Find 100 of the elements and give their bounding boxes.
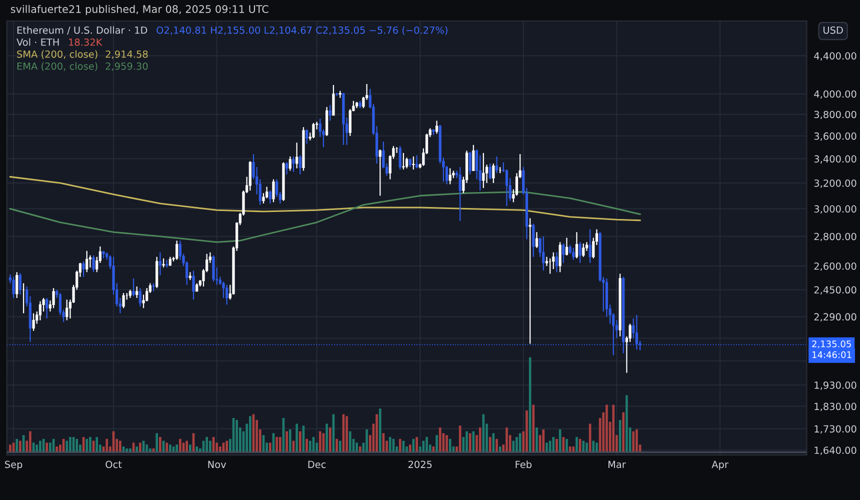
x-tick-label: Mar <box>608 460 626 468</box>
candlestick <box>192 270 195 300</box>
bar <box>39 440 42 452</box>
bar <box>318 431 322 452</box>
candlestick <box>32 312 35 332</box>
bar <box>306 438 308 452</box>
bar <box>226 440 228 452</box>
bar <box>536 427 538 452</box>
x-tick-label: Apr <box>712 460 728 470</box>
candlestick <box>328 104 332 122</box>
candlestick <box>572 247 575 260</box>
y-tick-label: 2,800.00 <box>814 232 856 242</box>
bar <box>498 446 502 452</box>
candlestick <box>635 314 638 350</box>
bar <box>66 440 68 452</box>
candlestick <box>212 254 215 282</box>
candlestick <box>46 297 48 320</box>
candlestick <box>532 223 535 258</box>
bar <box>582 440 585 452</box>
candlestick <box>482 152 485 189</box>
bar <box>526 410 528 452</box>
x-tick-label: 2025 <box>408 460 432 468</box>
x-tick-label: Dec <box>308 460 326 468</box>
candlestick <box>176 240 178 260</box>
candlestick <box>136 286 138 299</box>
bar <box>552 436 555 452</box>
candlestick <box>88 254 92 268</box>
candlestick <box>495 156 498 174</box>
candlestick <box>92 254 95 273</box>
candlestick <box>405 157 408 169</box>
bar <box>276 436 278 452</box>
annotation: 2,959.30 <box>106 62 148 71</box>
bar <box>416 436 418 452</box>
candlestick <box>38 300 42 321</box>
candlestick <box>398 146 402 170</box>
bar <box>436 435 438 452</box>
bar <box>166 442 168 452</box>
candlestick <box>162 258 165 268</box>
annotation: 18.32K <box>69 38 102 46</box>
candlestick <box>542 236 545 272</box>
x-tick-label: Oct <box>106 460 122 468</box>
ref-line-label: 2,135.05 <box>812 340 851 348</box>
candlestick <box>332 84 335 116</box>
bar <box>208 440 212 452</box>
y-tick-label: 2,290.00 <box>814 313 856 322</box>
x-tick-label: Feb <box>516 460 532 468</box>
candlestick <box>248 160 252 192</box>
candlestick <box>552 252 555 270</box>
bar <box>19 440 22 452</box>
bar <box>206 436 208 452</box>
candlestick <box>472 144 475 172</box>
bar <box>398 438 402 452</box>
bar <box>358 446 362 452</box>
bar <box>308 440 312 452</box>
bar <box>46 442 48 452</box>
bar <box>408 444 412 452</box>
bar <box>468 433 472 452</box>
bar <box>458 426 462 452</box>
bar <box>186 440 188 452</box>
bar <box>532 404 535 452</box>
candlestick <box>305 128 308 144</box>
y-tick-label: 3,800.00 <box>814 110 856 120</box>
candlestick <box>18 272 22 296</box>
candlestick <box>378 148 382 196</box>
line-series <box>9 176 641 222</box>
candlestick <box>492 162 495 184</box>
bar <box>218 446 222 452</box>
bar <box>288 429 292 452</box>
candlestick <box>578 242 582 264</box>
bar <box>576 436 578 452</box>
bar <box>286 431 288 452</box>
bar <box>592 440 595 452</box>
candlestick <box>555 252 558 273</box>
candlestick <box>468 151 472 175</box>
y-tick-label: 2,450.00 <box>814 286 856 295</box>
candlestick <box>272 178 275 203</box>
candlestick <box>535 232 538 248</box>
candlestick <box>562 243 565 264</box>
bar <box>106 438 108 452</box>
y-tick-label: 3,600.00 <box>814 132 856 141</box>
bar <box>516 436 518 452</box>
bar <box>556 438 558 452</box>
bar <box>89 436 92 452</box>
bar <box>366 429 368 452</box>
bar <box>296 424 298 452</box>
candlestick <box>582 243 585 258</box>
bar <box>336 438 338 452</box>
candlestick <box>295 142 298 169</box>
bar <box>632 431 635 452</box>
bar <box>446 435 448 452</box>
bar <box>29 431 32 452</box>
bar <box>159 436 162 452</box>
candlestick <box>12 276 15 299</box>
candlestick <box>348 108 352 136</box>
candlestick <box>292 156 295 172</box>
text: 14:46:01 <box>812 351 852 358</box>
bar <box>298 431 302 452</box>
bar <box>636 429 638 452</box>
bar <box>466 431 468 452</box>
candlestick <box>528 218 532 344</box>
